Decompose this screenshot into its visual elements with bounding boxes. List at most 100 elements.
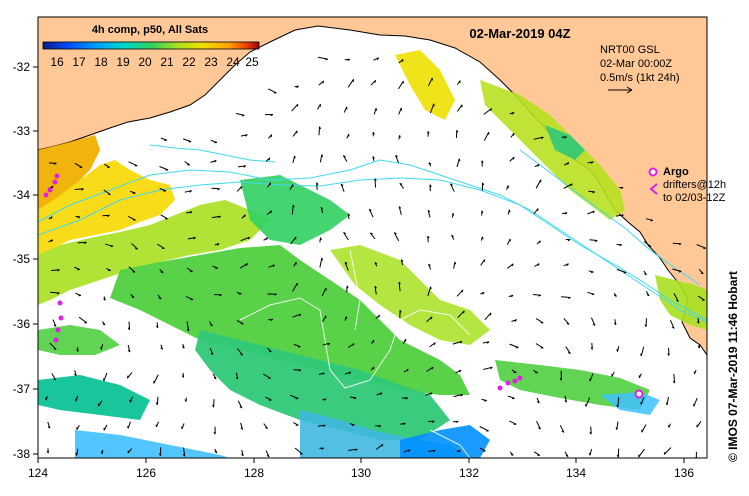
current-vector-head — [594, 240, 598, 242]
current-vector — [52, 319, 57, 327]
current-vector-head — [539, 240, 541, 244]
current-vector-head — [640, 353, 642, 357]
current-vector-head — [319, 126, 322, 130]
colorbar-tick: 21 — [160, 55, 174, 69]
current-vector — [186, 321, 190, 332]
current-vector — [184, 190, 192, 193]
x-tick-label: 134 — [566, 466, 586, 480]
current-vector — [51, 373, 57, 381]
current-vector-head — [265, 427, 268, 429]
current-vector — [696, 244, 706, 249]
current-vector-head — [399, 182, 403, 185]
current-vector — [240, 236, 250, 242]
current-vector-head — [299, 453, 303, 455]
current-vector — [673, 292, 679, 302]
current-info: NRT00 GSL 02-Mar 00:00Z 0.5m/s (1kt 24h) — [600, 44, 679, 94]
current-vector — [673, 374, 676, 384]
current-vector — [398, 281, 401, 292]
x-tick-label: 130 — [351, 466, 371, 480]
current-vector — [211, 215, 221, 219]
current-vector-head — [348, 371, 352, 375]
current-vector-head — [75, 453, 78, 456]
current-vector — [375, 443, 384, 450]
current-vector — [159, 166, 169, 171]
current-vector — [340, 183, 345, 192]
current-vector — [347, 79, 354, 88]
current-vector — [317, 424, 326, 427]
current-vector-head — [219, 294, 222, 297]
current-vector-head — [370, 232, 373, 235]
current-vector — [645, 218, 654, 221]
current-vector-head — [182, 453, 186, 457]
colorbar-tick: 16 — [50, 55, 64, 69]
current-vector — [696, 420, 702, 428]
current-vector — [535, 343, 544, 349]
current-vector-head — [458, 158, 461, 162]
current-vector-head — [244, 214, 246, 218]
colorbar-tick: 19 — [116, 55, 130, 69]
current-vector — [291, 204, 294, 215]
current-vector-head — [398, 206, 402, 209]
y-tick-labels: -32 -33 -34 -35 -36 -37 -38 — [13, 60, 31, 461]
current-vector-head — [566, 323, 570, 325]
current-vector — [374, 178, 377, 188]
current-vector — [399, 183, 405, 189]
current-vector-head — [433, 342, 436, 346]
current-vector-head — [512, 112, 515, 115]
current-vector-head — [321, 447, 325, 450]
x-axis — [37, 458, 685, 463]
current-vector-head — [697, 320, 700, 324]
current-vector-head — [181, 346, 185, 349]
current-vector — [127, 344, 131, 353]
current-vector-head — [84, 241, 87, 245]
current-vector — [428, 77, 433, 87]
current-vector-head — [353, 397, 357, 400]
argo-label: Argo — [663, 166, 689, 178]
current-vector — [292, 155, 296, 164]
current-vector-head — [189, 190, 192, 193]
current-vector-head — [650, 219, 654, 222]
current-vector-head — [375, 108, 378, 111]
current-vector-head — [132, 271, 136, 273]
current-vector-head — [484, 400, 487, 402]
current-vector — [429, 184, 431, 192]
current-vector — [672, 268, 682, 272]
current-vector — [128, 161, 138, 167]
current-vector-head — [238, 293, 242, 295]
current-vector — [268, 264, 275, 268]
current-vector-head — [481, 160, 484, 163]
current-vector — [322, 342, 330, 346]
current-vector — [535, 179, 542, 189]
current-vector-head — [103, 298, 106, 301]
current-vector-head — [340, 183, 344, 187]
current-vector-head — [538, 294, 541, 297]
current-vector-head — [508, 209, 511, 213]
current-vector-head — [45, 397, 47, 401]
current-vector — [209, 347, 214, 355]
current-vector-head — [615, 427, 618, 430]
current-vector — [374, 286, 377, 295]
current-vector-head — [155, 325, 159, 329]
current-vector — [672, 242, 682, 245]
current-vector-head — [451, 234, 454, 238]
current-vector-head — [398, 281, 401, 285]
current-vector — [47, 421, 51, 429]
current-vector — [103, 424, 108, 431]
current-vector-head — [432, 449, 436, 453]
current-vector — [483, 108, 492, 115]
current-vector — [321, 287, 327, 297]
current-vector-head — [454, 261, 457, 265]
current-vector-head — [613, 322, 617, 326]
current-vector-head — [346, 285, 349, 289]
current-vector-head — [678, 270, 682, 273]
current-vector — [291, 103, 299, 112]
current-vector-head — [209, 324, 213, 327]
current-vector — [590, 426, 592, 435]
colorbar-tick: 17 — [72, 55, 86, 69]
current-vectors — [45, 56, 706, 458]
current-vector-head — [155, 402, 158, 406]
current-vector — [697, 295, 705, 301]
current-vector — [369, 232, 376, 240]
current-vector-head — [214, 160, 217, 163]
current-vector — [236, 348, 244, 356]
